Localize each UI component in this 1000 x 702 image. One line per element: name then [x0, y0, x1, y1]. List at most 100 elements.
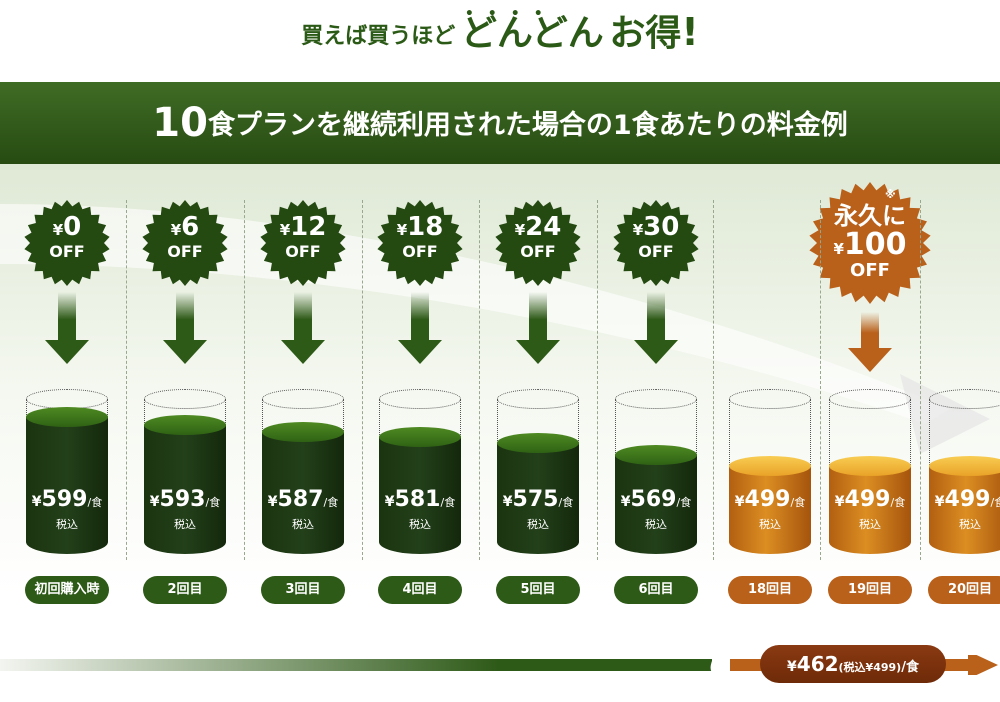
price-value: 499	[744, 487, 791, 512]
down-arrow-icon	[634, 292, 678, 364]
column-divider	[713, 200, 714, 560]
column-divider	[920, 200, 921, 560]
meal-price: ¥593/食	[144, 487, 226, 512]
purchase-count-label: 18回目	[728, 576, 812, 604]
banner-text: 食プランを継続利用された場合の1食あたりの料金例	[207, 110, 848, 141]
emphasis-dots: ••••	[464, 6, 557, 22]
price-column: ¥6 OFF ¥593/食 税込 2回目	[125, 164, 245, 614]
yen-sign: ¥	[149, 494, 160, 510]
off-label: OFF	[285, 242, 321, 261]
cylinder: ¥599/食 税込	[26, 389, 108, 554]
price-value: 581	[394, 487, 441, 512]
purchase-count-label: 20回目	[928, 576, 1000, 604]
column-divider	[244, 200, 245, 560]
purchase-count-label: 6回目	[614, 576, 698, 604]
meal-price: ¥499/食	[929, 487, 1000, 512]
yen-sign: ¥	[632, 221, 644, 239]
column-divider	[820, 200, 821, 560]
off-label: OFF	[402, 242, 438, 261]
final-tax-note: (税込¥499)	[838, 661, 902, 674]
tax-included-label: 税込	[174, 518, 196, 531]
banner-number: 10	[152, 100, 208, 146]
permanent-discount-burst: ※ 永久に ¥100 OFF	[809, 182, 931, 304]
down-arrow-icon	[398, 292, 442, 364]
price-value: 587	[277, 487, 324, 512]
yen-sign: ¥	[833, 240, 844, 258]
yen-sign: ¥	[52, 221, 64, 239]
discount-burst: ¥6 OFF	[142, 200, 228, 286]
price-column: ¥30 OFF ¥569/食 税込 6回目	[596, 164, 716, 614]
meal-price: ¥575/食	[497, 487, 579, 512]
tax-included-label: 税込	[859, 518, 881, 531]
tax-included-label: 税込	[292, 518, 314, 531]
note-mark: ※	[885, 188, 896, 201]
off-label: OFF	[850, 260, 890, 281]
per-meal-unit: /食	[790, 496, 806, 509]
discount-burst: ¥30 OFF	[613, 200, 699, 286]
yen-sign: ¥	[31, 494, 42, 510]
cylinder: ¥499/食 税込	[729, 389, 811, 554]
discount-burst: ¥0 OFF	[24, 200, 110, 286]
yen-sign: ¥	[734, 494, 745, 510]
final-price: 462	[796, 652, 839, 676]
final-price-badge: ¥462(税込¥499)/食	[760, 645, 946, 683]
yen-sign: ¥	[279, 221, 291, 239]
final-yen: ¥	[787, 659, 797, 675]
yen-sign: ¥	[834, 494, 845, 510]
meal-price: ¥499/食	[829, 487, 911, 512]
discount-amount: 24	[525, 212, 562, 242]
yen-sign: ¥	[396, 221, 408, 239]
price-column: ¥12 OFF ¥587/食 税込 3回目	[243, 164, 363, 614]
per-meal-unit: /食	[890, 496, 906, 509]
discount-amount: 100	[843, 227, 907, 262]
discount-amount: 30	[643, 212, 680, 242]
tax-included-label: 税込	[409, 518, 431, 531]
cylinder: ¥587/食 税込	[262, 389, 344, 554]
decrease-sweep-arrow	[0, 204, 990, 454]
discount-amount: 0	[63, 212, 82, 242]
meal-price: ¥581/食	[379, 487, 461, 512]
title-suffix: お得	[609, 13, 682, 54]
cylinder: ¥593/食 税込	[144, 389, 226, 554]
purchase-count-label: 4回目	[378, 576, 462, 604]
price-value: 575	[512, 487, 559, 512]
price-value: 593	[159, 487, 206, 512]
price-value: 499	[944, 487, 991, 512]
cylinder: ¥499/食 税込	[829, 389, 911, 554]
price-column: ※ 永久に ¥100 OFF ¥499/食 税込 19回目	[809, 164, 931, 614]
tax-included-label: 税込	[759, 518, 781, 531]
off-label: OFF	[638, 242, 674, 261]
cylinder: ¥569/食 税込	[615, 389, 697, 554]
per-meal-unit: /食	[990, 496, 1000, 509]
down-arrow-icon	[848, 312, 892, 372]
column-divider	[126, 200, 127, 560]
purchase-count-label: 2回目	[143, 576, 227, 604]
title-prefix: 買えば買うほど	[301, 24, 456, 49]
down-arrow-icon	[516, 292, 560, 364]
price-column: ¥18 OFF ¥581/食 税込 4回目	[360, 164, 480, 614]
yen-sign: ¥	[514, 221, 526, 239]
off-label: OFF	[520, 242, 556, 261]
tax-included-label: 税込	[959, 518, 981, 531]
tax-included-label: 税込	[56, 518, 78, 531]
price-column: ¥499/食 税込 18回目	[710, 164, 830, 614]
per-meal-unit: /食	[440, 496, 456, 509]
yen-sign: ¥	[502, 494, 513, 510]
plan-banner: 10食プランを継続利用された場合の1食あたりの料金例	[0, 82, 1000, 164]
off-label: OFF	[167, 242, 203, 261]
discount-burst: ¥12 OFF	[260, 200, 346, 286]
final-unit: /食	[901, 660, 919, 675]
cylinder: ¥499/食 税込	[929, 389, 1000, 554]
down-arrow-icon	[163, 292, 207, 364]
per-meal-unit: /食	[87, 496, 103, 509]
title-emphasis: •••• どんどん	[461, 7, 604, 54]
down-arrow-icon	[281, 292, 325, 364]
yen-sign: ¥	[934, 494, 945, 510]
purchase-count-label: 19回目	[828, 576, 912, 604]
discount-amount: 6	[181, 212, 200, 242]
page-title: 買えば買うほど •••• どんどん お得!	[0, 4, 1000, 56]
purchase-count-label: 初回購入時	[25, 576, 109, 604]
discount-burst: ¥18 OFF	[377, 200, 463, 286]
cylinder: ¥581/食 税込	[379, 389, 461, 554]
